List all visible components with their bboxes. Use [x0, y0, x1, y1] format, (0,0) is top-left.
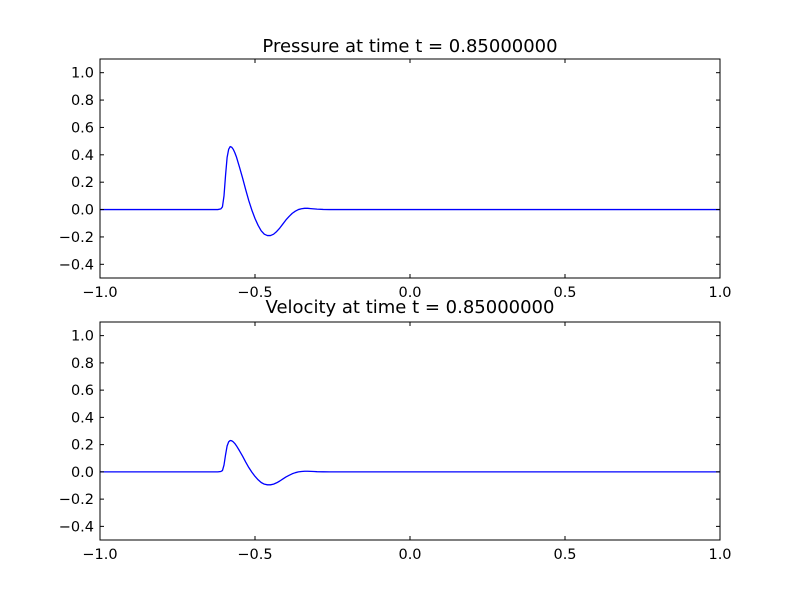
- velocity-ytick-label: 0.4: [71, 410, 94, 426]
- velocity-ytick-label: 0.8: [71, 356, 94, 372]
- pressure-axes-frame: [99, 58, 721, 279]
- pressure-xtick-label: −1.0: [82, 285, 117, 301]
- velocity-series-line: [100, 439, 720, 486]
- pressure-xtick-label: 0.5: [553, 285, 576, 301]
- pressure-xtick-label: 0.0: [398, 285, 421, 301]
- velocity-ytick-label: 0.0: [71, 465, 94, 481]
- pressure-ytick-label: −0.4: [59, 257, 94, 273]
- pressure-plot: Pressure at time t = 0.85000000 −1.0 −0.5 0…: [59, 36, 732, 301]
- velocity-axes-frame: [99, 321, 721, 541]
- pressure-ytick-label: −0.2: [59, 230, 94, 246]
- velocity-xtick-label: −0.5: [237, 547, 272, 563]
- velocity-ytick-label: −0.2: [59, 492, 94, 508]
- velocity-xtick-label: 0.5: [553, 547, 576, 563]
- pressure-ytick-label: 0.0: [71, 203, 94, 219]
- pressure-xtick-label: 1.0: [708, 285, 731, 301]
- pressure-title: Pressure at time t = 0.85000000: [262, 36, 557, 57]
- pressure-ytick-label: 0.4: [71, 148, 94, 164]
- pressure-xtick-label: −0.5: [237, 285, 272, 301]
- velocity-ytick-label: 0.2: [71, 438, 94, 454]
- pressure-ytick-label: 0.6: [71, 120, 94, 136]
- velocity-ytick-label: 1.0: [71, 329, 94, 345]
- velocity-xtick-label: 1.0: [708, 547, 731, 563]
- velocity-xtick-label: −1.0: [82, 547, 117, 563]
- pressure-ytick-label: 0.8: [71, 93, 94, 109]
- velocity-ytick-label: −0.4: [59, 519, 94, 535]
- velocity-title: Velocity at time t = 0.85000000: [266, 297, 555, 318]
- velocity-xtick-label: 0.0: [398, 547, 421, 563]
- velocity-ytick-label: 0.6: [71, 383, 94, 399]
- pressure-ytick-label: 0.2: [71, 175, 94, 191]
- pressure-series-line: [100, 145, 720, 237]
- pressure-ytick-label: 1.0: [71, 66, 94, 82]
- velocity-plot: Velocity at time t = 0.85000000 −1.0 −0.5 0…: [59, 297, 732, 563]
